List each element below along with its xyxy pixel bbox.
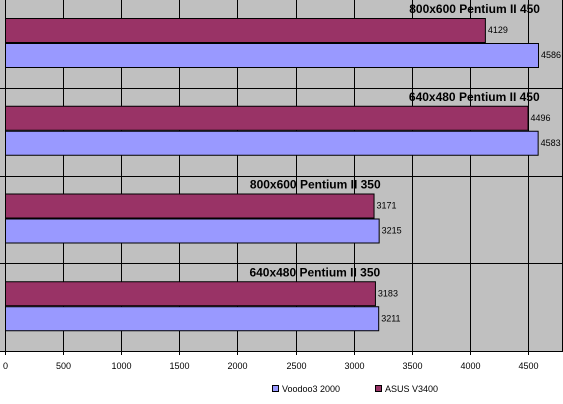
- legend-label: Voodoo3 2000: [282, 384, 340, 394]
- bar-asus-v3400: [5, 281, 376, 307]
- bar-voodoo3-2000: [5, 218, 380, 244]
- bars: [5, 18, 539, 332]
- x-tick-label: 1500: [169, 361, 189, 371]
- bar-voodoo3-2000: [5, 130, 539, 156]
- category-label: 640x480 Pentium II 350: [249, 265, 380, 279]
- x-tick-label: 4000: [460, 361, 480, 371]
- x-tick-label: 4500: [518, 361, 538, 371]
- x-tick-label: 500: [56, 361, 71, 371]
- x-axis: 0 500 1000 1500 2000 2500 3000 3500 4000 4500: [0, 351, 563, 371]
- x-tick-label: 2000: [227, 361, 247, 371]
- category-label: 800x600 Pentium II 350: [250, 178, 381, 192]
- legend-swatch: [272, 385, 279, 392]
- x-tick-label: 2500: [286, 361, 306, 371]
- category-labels: 800x600 Pentium II 450 640x480 Pentium II…: [249, 2, 540, 279]
- bar-asus-v3400: [5, 18, 486, 43]
- data-label: 3211: [381, 313, 400, 323]
- bar-asus-v3400: [5, 193, 375, 219]
- legend: Voodoo3 2000 ASUS V3400: [272, 384, 438, 394]
- legend-label: ASUS V3400: [385, 384, 438, 394]
- data-label: 4129: [488, 25, 508, 35]
- legend-swatch: [375, 385, 382, 392]
- bar-asus-v3400: [5, 105, 529, 131]
- x-tick-label: 3000: [344, 361, 364, 371]
- data-label: 4496: [531, 113, 551, 123]
- data-label: 4583: [541, 138, 561, 148]
- bar-voodoo3-2000: [5, 306, 380, 332]
- x-tick-label: 1000: [111, 361, 131, 371]
- data-label: 3183: [378, 288, 398, 298]
- data-labels: 4129 4586 4496 4583 3171 3215 3183 3211: [377, 25, 561, 323]
- data-label: 3171: [377, 201, 397, 211]
- category-label: 800x600 Pentium II 450: [409, 2, 540, 16]
- x-tick-label: 0: [3, 361, 8, 371]
- data-label: 4586: [541, 50, 561, 60]
- bar-voodoo3-2000: [5, 43, 539, 68]
- category-label: 640x480 Pentium II 450: [409, 90, 540, 104]
- data-label: 3215: [382, 226, 402, 236]
- x-tick-label: 3500: [402, 361, 422, 371]
